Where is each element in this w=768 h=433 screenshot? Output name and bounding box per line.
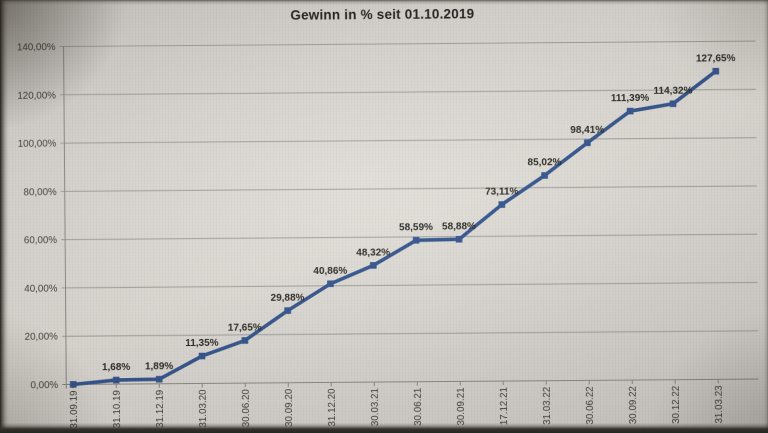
svg-text:17,65%: 17,65% — [228, 322, 262, 333]
svg-text:31.03.23: 31.03.23 — [714, 385, 725, 424]
svg-text:127,65%: 127,65% — [696, 53, 736, 64]
svg-text:30.03.21: 30.03.21 — [370, 388, 381, 426]
svg-text:17.12.21: 17.12.21 — [499, 387, 510, 425]
svg-text:73,11%: 73,11% — [485, 186, 519, 197]
svg-text:11,35%: 11,35% — [185, 338, 219, 349]
svg-text:58,88%: 58,88% — [442, 221, 476, 232]
svg-text:30.09.22: 30.09.22 — [628, 386, 639, 424]
svg-text:30.06.21: 30.06.21 — [413, 388, 424, 426]
svg-text:31.12.20: 31.12.20 — [327, 388, 338, 427]
svg-text:48,32%: 48,32% — [356, 247, 390, 258]
svg-text:58,59%: 58,59% — [399, 222, 433, 233]
svg-text:20,00%: 20,00% — [25, 332, 59, 343]
svg-text:40,86%: 40,86% — [313, 266, 347, 277]
svg-text:29,88%: 29,88% — [271, 292, 305, 303]
svg-text:85,02%: 85,02% — [528, 157, 562, 168]
svg-text:1,68%: 1,68% — [102, 362, 131, 373]
svg-text:140,00%: 140,00% — [17, 42, 56, 53]
svg-text:40,00%: 40,00% — [24, 283, 58, 294]
svg-text:31.03.20: 31.03.20 — [198, 389, 209, 428]
svg-text:30.06.20: 30.06.20 — [241, 388, 252, 427]
svg-text:30.06.22: 30.06.22 — [585, 386, 596, 424]
svg-text:1,89%: 1,89% — [145, 361, 174, 372]
svg-text:30.12.22: 30.12.22 — [671, 386, 682, 424]
svg-text:120,00%: 120,00% — [17, 90, 56, 101]
svg-text:30.09.20: 30.09.20 — [284, 388, 295, 427]
svg-text:31.09.19: 31.09.19 — [69, 390, 80, 428]
svg-text:60,00%: 60,00% — [24, 235, 58, 246]
svg-text:98,41%: 98,41% — [570, 125, 604, 136]
svg-text:31.10.19: 31.10.19 — [112, 390, 123, 428]
svg-text:100,00%: 100,00% — [18, 139, 57, 150]
svg-text:80,00%: 80,00% — [23, 187, 57, 198]
svg-text:31.03.22: 31.03.22 — [542, 387, 553, 425]
svg-text:31.12.19: 31.12.19 — [155, 390, 166, 428]
svg-text:0,00%: 0,00% — [30, 380, 58, 391]
svg-text:30.09.21: 30.09.21 — [456, 387, 467, 425]
svg-text:111,39%: 111,39% — [611, 93, 650, 104]
svg-text:114,32%: 114,32% — [653, 86, 692, 97]
